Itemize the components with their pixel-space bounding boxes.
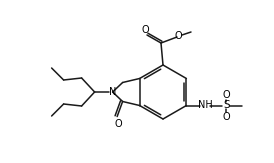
Text: S: S xyxy=(223,101,230,111)
Text: O: O xyxy=(114,119,122,129)
Text: N: N xyxy=(109,87,116,97)
Text: O: O xyxy=(174,31,182,41)
Text: NH: NH xyxy=(198,101,213,111)
Text: O: O xyxy=(222,111,230,121)
Text: O: O xyxy=(141,25,149,35)
Text: O: O xyxy=(222,89,230,99)
